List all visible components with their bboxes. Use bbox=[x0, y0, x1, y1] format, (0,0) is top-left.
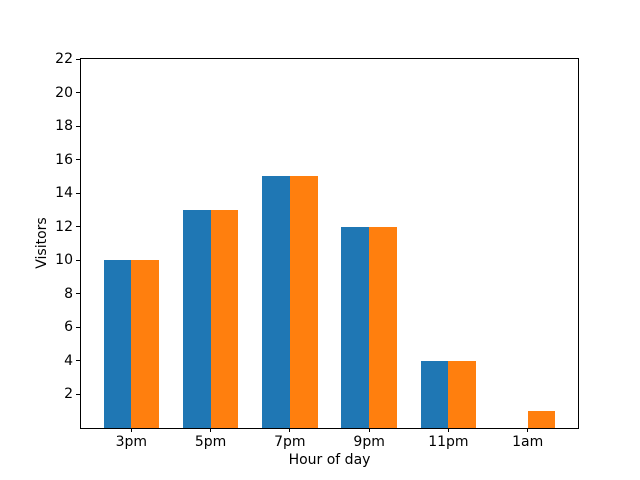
y-tick-label: 22 bbox=[55, 51, 73, 67]
y-axis-label: Visitors bbox=[34, 217, 50, 269]
y-tick-mark bbox=[76, 226, 80, 228]
y-tick-label: 8 bbox=[64, 285, 73, 302]
y-tick-label: 12 bbox=[55, 218, 73, 235]
y-tick-mark bbox=[76, 393, 80, 395]
bar-series-2-5pm bbox=[210, 209, 239, 428]
x-tick-label: 11pm bbox=[428, 434, 469, 450]
bar-series-2-7pm bbox=[289, 176, 318, 428]
bar-series-1-9pm bbox=[341, 226, 370, 428]
x-axis-label: Hour of day bbox=[288, 452, 371, 468]
y-tick-label: 6 bbox=[64, 319, 73, 336]
x-tick-mark bbox=[130, 428, 132, 432]
bar-series-2-9pm bbox=[369, 226, 397, 428]
y-tick-mark bbox=[76, 92, 80, 94]
bar-series-2-11pm bbox=[448, 360, 477, 428]
y-tick-mark bbox=[76, 259, 80, 261]
x-tick-label: 1am bbox=[512, 434, 544, 450]
y-tick-mark bbox=[76, 293, 80, 295]
bar-series-1-3pm bbox=[103, 260, 132, 428]
y-tick-mark bbox=[76, 192, 80, 194]
bar-series-1-11pm bbox=[420, 360, 449, 428]
bar-series-2-3pm bbox=[131, 260, 160, 428]
bar-series-1-5pm bbox=[182, 209, 211, 428]
y-tick-mark bbox=[76, 326, 80, 328]
x-tick-label: 3pm bbox=[115, 434, 148, 450]
x-tick-label: 7pm bbox=[274, 434, 306, 450]
y-tick-mark bbox=[76, 159, 80, 161]
plot-area: Visitors Hour of day 2 4 6 8 10 12 14 16 18 20 22 3… bbox=[34, 52, 579, 467]
x-tick-mark bbox=[447, 428, 449, 432]
bar-series-1-7pm bbox=[262, 176, 290, 428]
y-tick-label: 20 bbox=[55, 84, 73, 101]
x-tick-mark bbox=[527, 428, 529, 432]
bar-series-2-1am bbox=[527, 411, 556, 428]
y-tick-label: 2 bbox=[64, 386, 73, 403]
y-tick-label: 18 bbox=[55, 118, 73, 135]
x-tick-mark bbox=[368, 428, 370, 432]
y-tick-label: 16 bbox=[55, 151, 73, 168]
x-tick-mark bbox=[210, 428, 212, 432]
y-tick-label: 10 bbox=[55, 252, 73, 269]
x-tick-label: 9pm bbox=[353, 434, 385, 450]
y-tick-mark bbox=[76, 58, 80, 60]
y-tick-label: 14 bbox=[55, 185, 73, 202]
y-tick-label: 4 bbox=[64, 352, 73, 369]
y-tick-mark bbox=[76, 125, 80, 127]
y-tick-mark bbox=[76, 360, 80, 362]
x-tick-mark bbox=[289, 428, 291, 432]
x-tick-label: 5pm bbox=[194, 434, 227, 450]
